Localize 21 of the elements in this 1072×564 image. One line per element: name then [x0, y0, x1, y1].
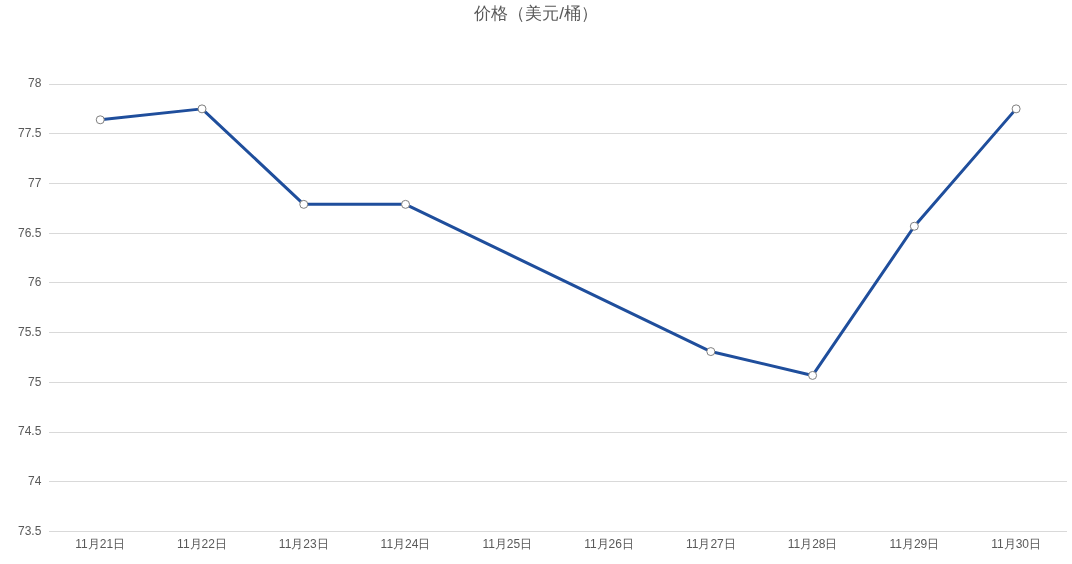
x-tick-label: 11月23日 [278, 537, 329, 552]
y-tick-label: 76.5 [18, 225, 42, 240]
y-tick-label: 77 [28, 175, 42, 190]
x-tick-label: 11月26日 [584, 537, 634, 552]
x-tick-label: 11月21日 [75, 537, 126, 552]
x-tick-label: 11月29日 [889, 537, 940, 552]
x-tick-label: 11月27日 [685, 537, 736, 552]
chart-title: 价格（美元/桶） [473, 3, 599, 25]
y-tick-label: 73.5 [18, 523, 42, 538]
y-tick-label: 74.5 [18, 424, 42, 439]
y-tick-label: 77.5 [18, 126, 42, 141]
y-tick-label: 78 [28, 76, 42, 91]
x-tick-label: 11月30日 [991, 537, 1042, 552]
x-tick-label: 11月22日 [177, 537, 227, 552]
y-tick-label: 75.5 [18, 324, 42, 339]
y-tick-label: 74 [28, 474, 42, 489]
x-tick-label: 11月24日 [380, 537, 431, 552]
x-tick-label: 11月28日 [787, 537, 838, 552]
y-tick-label: 76 [28, 275, 42, 290]
x-tick-label: 11月25日 [482, 537, 533, 552]
y-tick-label: 75 [28, 374, 42, 389]
